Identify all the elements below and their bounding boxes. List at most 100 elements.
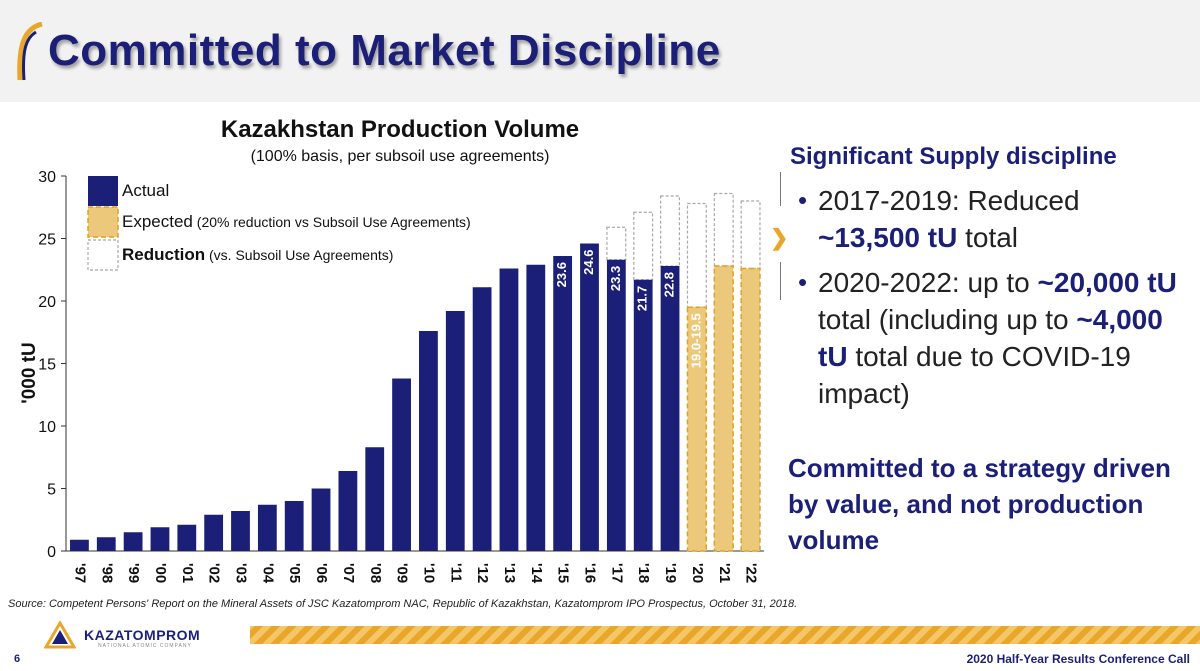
x-tick-label: '00 bbox=[152, 563, 169, 583]
bar-reduction bbox=[633, 211, 654, 281]
data-label: 23.3 bbox=[608, 266, 623, 291]
x-tick-label: '16 bbox=[582, 563, 599, 583]
data-label: 19.0-19.5 bbox=[688, 313, 703, 368]
y-tick-label: 0 bbox=[47, 544, 56, 561]
y-tick-label: 15 bbox=[38, 357, 56, 374]
legend-note: (vs. Subsoil Use Agreements) bbox=[205, 247, 393, 263]
x-tick-label: '05 bbox=[286, 563, 303, 583]
bar-actual bbox=[606, 259, 626, 551]
footer-band bbox=[0, 626, 1200, 644]
kazatomprom-logo-icon bbox=[44, 621, 76, 649]
bullet-text: total due to COVID-19 impact) bbox=[818, 341, 1131, 409]
legend-swatch-expected bbox=[87, 206, 119, 238]
bullet-text: total (including up to bbox=[818, 304, 1077, 335]
bar-actual bbox=[553, 256, 573, 551]
header-accent-icon bbox=[17, 22, 43, 81]
x-tick-label: '09 bbox=[394, 563, 411, 583]
bullet-text: 2020-2022: up to bbox=[818, 267, 1038, 298]
bar-actual bbox=[70, 539, 89, 551]
bar-actual bbox=[311, 488, 331, 551]
strategy-statement: Committed to a strategy driven by value,… bbox=[788, 453, 1171, 555]
header-bar bbox=[0, 0, 1200, 102]
presentation-name: 2020 Half-Year Results Conference Call bbox=[966, 652, 1190, 666]
bar-actual bbox=[204, 514, 224, 551]
x-tick-label: '13 bbox=[501, 563, 518, 583]
logo-text: KAZATOMPROM bbox=[84, 627, 201, 643]
bar-actual bbox=[472, 287, 492, 551]
bar-actual bbox=[257, 504, 277, 551]
supply-discipline-heading: Significant Supply discipline bbox=[790, 143, 1117, 170]
source-note: Source: Competent Persons' Report on the… bbox=[8, 598, 798, 610]
x-tick-label: '06 bbox=[313, 563, 330, 583]
legend-label-text: Actual bbox=[122, 181, 169, 200]
bar-actual bbox=[526, 264, 546, 551]
bar-actual bbox=[177, 524, 197, 551]
x-tick-label: '11 bbox=[447, 563, 464, 582]
x-tick-label: '17 bbox=[608, 563, 625, 583]
bullet-dot-icon: • bbox=[798, 185, 808, 215]
x-tick-label: '20 bbox=[689, 563, 706, 583]
chart-subtitle: (100% basis, per subsoil use agreements) bbox=[250, 148, 550, 165]
data-label: 22.8 bbox=[661, 272, 676, 297]
legend-label-actual: Actual bbox=[122, 181, 169, 200]
x-tick-label: '19 bbox=[662, 563, 679, 583]
x-tick-label: '97 bbox=[71, 563, 88, 583]
bar-reduction bbox=[713, 192, 734, 267]
x-tick-label: '07 bbox=[340, 563, 357, 583]
x-tick-label: '01 bbox=[179, 563, 196, 583]
y-tick-label: 5 bbox=[47, 482, 56, 499]
bar-actual bbox=[365, 447, 385, 551]
bar-actual bbox=[419, 331, 438, 551]
x-tick-label: '12 bbox=[474, 563, 491, 583]
bullet-text: total bbox=[957, 222, 1019, 253]
y-tick-label: 20 bbox=[38, 294, 56, 311]
legend-note: (20% reduction vs Subsoil Use Agreements… bbox=[193, 214, 471, 230]
bar-reduction bbox=[660, 195, 681, 267]
bar-actual bbox=[392, 378, 411, 551]
bullet-highlight: ~20,000 tU bbox=[1037, 267, 1177, 298]
y-tick-label: 10 bbox=[38, 419, 56, 436]
bullet-highlight: ~4,000 tU bbox=[818, 304, 1163, 372]
bar-actual bbox=[499, 268, 519, 551]
legend-swatch-actual bbox=[88, 176, 118, 206]
divider-line bbox=[780, 262, 781, 300]
logo-subtext: NATIONAL ATOMIC COMPANY bbox=[98, 643, 192, 649]
legend-swatch-reduction bbox=[87, 239, 119, 271]
x-tick-label: '02 bbox=[206, 563, 223, 583]
x-tick-label: '22 bbox=[743, 563, 760, 583]
bar-expected bbox=[740, 267, 761, 552]
x-tick-label: '10 bbox=[420, 563, 437, 583]
page-number: 6 bbox=[14, 653, 21, 665]
legend-label-text: Reduction bbox=[122, 245, 205, 264]
data-label: 23.6 bbox=[554, 262, 569, 287]
x-tick-label: '08 bbox=[367, 563, 384, 583]
bar-actual bbox=[231, 511, 250, 551]
bar-actual bbox=[660, 266, 680, 551]
x-tick-label: '99 bbox=[125, 563, 142, 583]
y-tick-label: 25 bbox=[38, 232, 56, 249]
legend-label-text: Expected bbox=[122, 212, 193, 231]
data-label: 24.6 bbox=[581, 250, 596, 275]
y-tick-label: 30 bbox=[38, 169, 56, 186]
bar-reduction bbox=[686, 202, 707, 308]
x-tick-label: '15 bbox=[555, 563, 572, 583]
x-tick-label: '03 bbox=[233, 563, 250, 583]
bar-expected bbox=[686, 306, 708, 552]
chevron-right-icon: ❯ bbox=[770, 225, 789, 250]
legend-label-reduction: Reduction (vs. Subsoil Use Agreements) bbox=[122, 245, 393, 264]
logo-area bbox=[0, 618, 250, 654]
x-tick-label: '14 bbox=[528, 563, 545, 584]
bullet-dot-icon: • bbox=[798, 267, 808, 297]
bar-actual bbox=[338, 471, 358, 551]
page-title: Committed to Market Discipline bbox=[48, 26, 721, 75]
x-tick-label: '18 bbox=[635, 563, 652, 583]
bar-actual bbox=[96, 537, 116, 551]
data-label: 21.7 bbox=[635, 286, 650, 311]
x-tick-label: '21 bbox=[716, 563, 733, 583]
bar-reduction bbox=[606, 226, 627, 261]
bar-actual bbox=[633, 279, 653, 551]
bar-actual bbox=[284, 501, 304, 551]
bar-actual bbox=[580, 243, 599, 551]
x-tick-label: '04 bbox=[259, 563, 276, 584]
legend-label-expected: Expected (20% reduction vs Subsoil Use A… bbox=[122, 212, 471, 231]
